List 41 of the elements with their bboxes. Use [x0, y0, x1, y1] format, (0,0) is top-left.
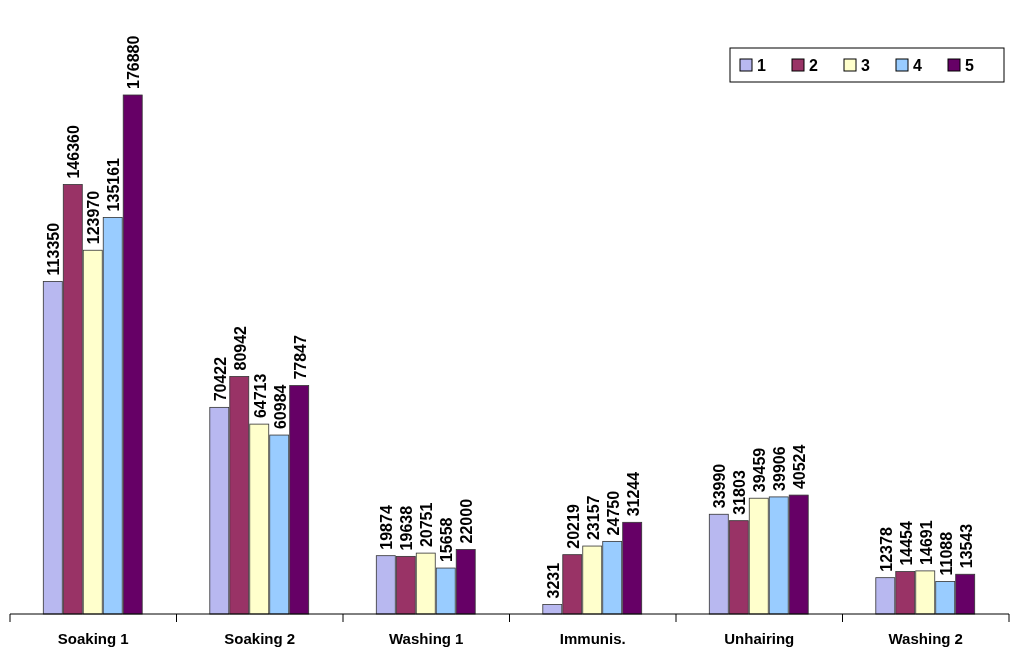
- data-label: 39459: [751, 447, 769, 493]
- data-label: 77847: [291, 334, 309, 380]
- data-label: 33990: [711, 463, 729, 509]
- data-label: 31803: [731, 470, 749, 515]
- data-label: 12378: [877, 527, 895, 572]
- data-label: 123970: [85, 190, 103, 245]
- x-tick-label: Soaking 2: [224, 630, 296, 647]
- data-label: 14691: [917, 520, 935, 565]
- x-tick-label: Immunis.: [559, 630, 626, 647]
- legend-label: 4: [913, 57, 922, 74]
- data-label: 80942: [231, 325, 249, 371]
- data-label: 135161: [105, 157, 123, 212]
- legend-label: 2: [809, 57, 818, 74]
- x-tick-label: Soaking 1: [57, 630, 129, 647]
- legend-label: 1: [757, 57, 766, 74]
- data-label: 146360: [65, 125, 83, 179]
- data-label: 3231: [544, 562, 562, 599]
- data-label: 23157: [584, 495, 602, 541]
- data-label: 70422: [211, 356, 229, 402]
- data-label: 31244: [624, 471, 642, 517]
- x-tick-label: Washing 2: [888, 630, 963, 647]
- data-label: 11088: [937, 531, 955, 576]
- data-label: 24750: [604, 490, 622, 536]
- x-tick-label: Unhairing: [724, 630, 795, 647]
- x-tick-label: Washing 1: [389, 630, 464, 647]
- legend-label: 3: [861, 57, 870, 74]
- data-label: 40524: [791, 444, 809, 490]
- data-label: 39906: [771, 446, 789, 491]
- data-label: 20219: [564, 504, 582, 549]
- data-label: 22000: [458, 498, 476, 544]
- data-label: 19874: [378, 505, 396, 550]
- data-label: 113350: [45, 222, 63, 276]
- data-label: 64713: [251, 373, 269, 419]
- data-label: 14454: [897, 521, 915, 566]
- data-label: 176880: [125, 35, 143, 89]
- legend-label: 5: [965, 57, 974, 74]
- data-label: 15658: [438, 517, 456, 563]
- data-label: 60984: [271, 384, 289, 430]
- data-label: 19638: [398, 505, 416, 551]
- data-label: 20751: [418, 502, 436, 548]
- data-label: 13543: [957, 523, 975, 569]
